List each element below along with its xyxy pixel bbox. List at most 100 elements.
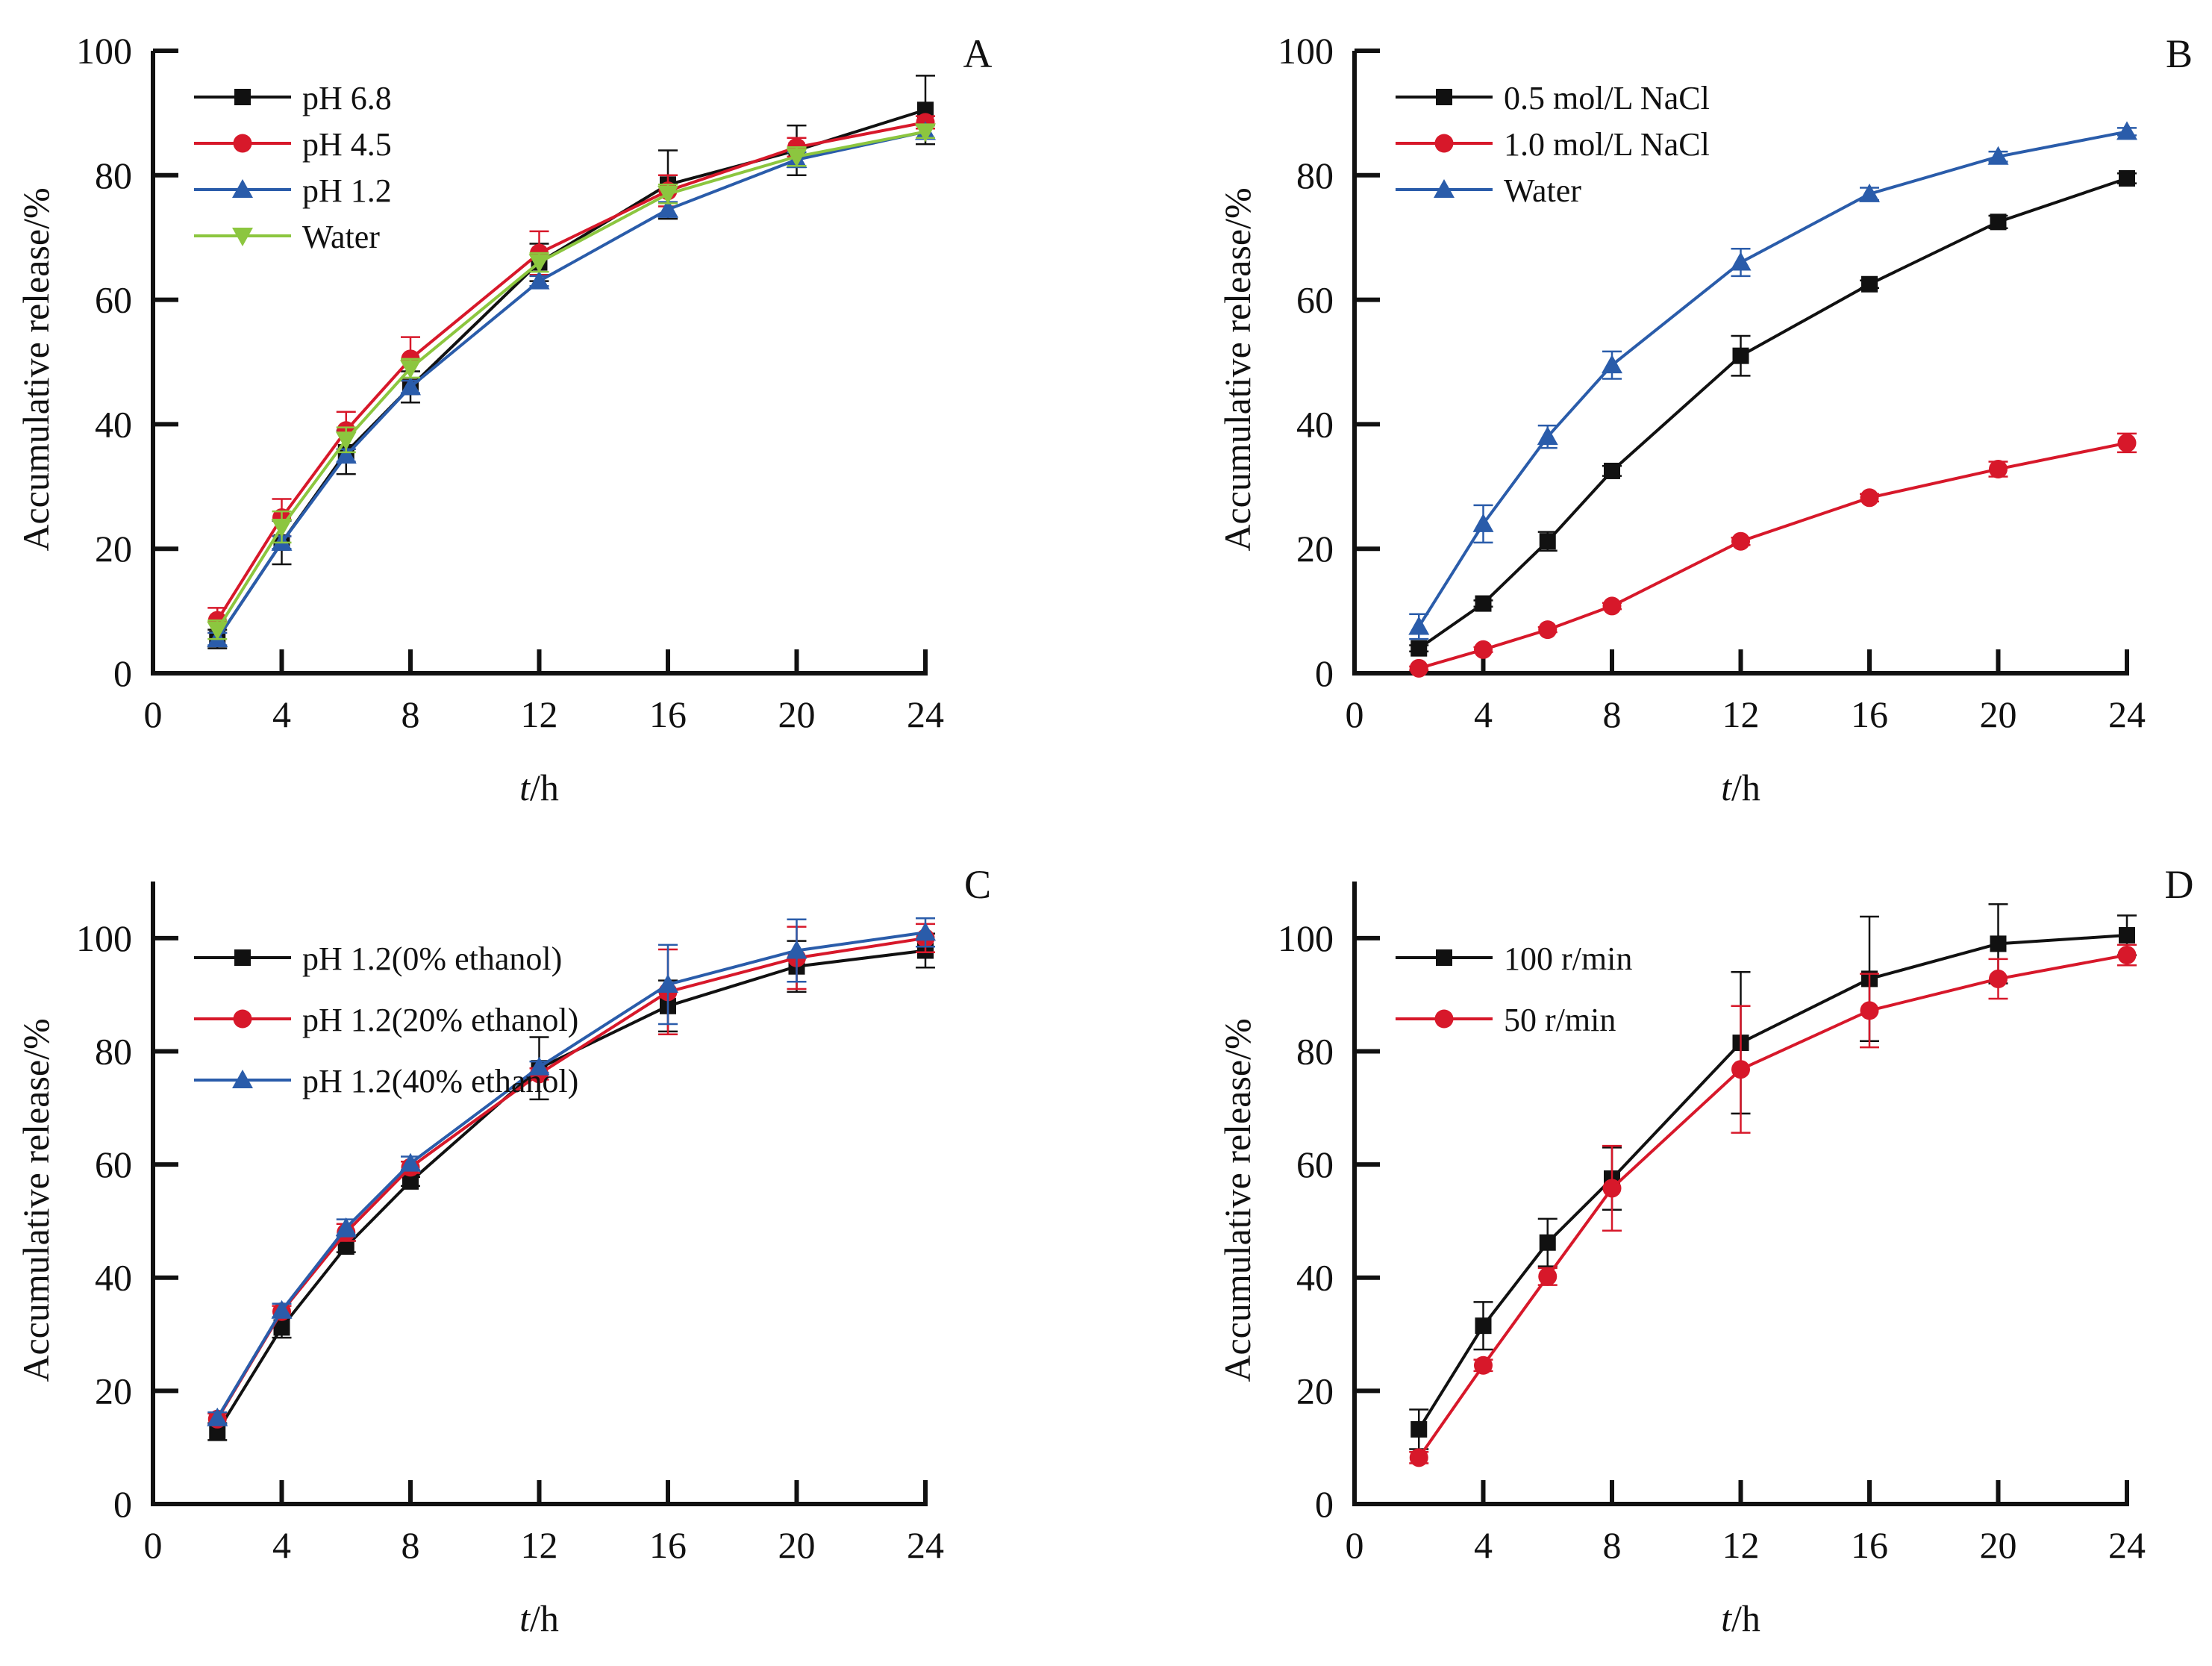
- series-line: [1417, 130, 2128, 628]
- x-axis-title-italic: t: [1721, 767, 1732, 808]
- x-axis-title-italic: t: [1721, 1597, 1732, 1639]
- legend-marker-square-icon: [234, 89, 251, 105]
- x-tick-label: 12: [521, 693, 558, 735]
- x-tick-label: 0: [144, 1524, 163, 1566]
- x-axis-title-italic: t: [519, 767, 531, 808]
- legend-marker-square-icon: [234, 949, 251, 966]
- y-tick-label: 60: [1296, 279, 1334, 321]
- y-tick-label: 20: [1296, 1370, 1334, 1411]
- data-point: [1604, 462, 1620, 479]
- x-tick-label: 16: [1851, 693, 1888, 735]
- x-tick-label: 16: [1851, 1524, 1888, 1566]
- x-axis-title: t/h: [519, 767, 559, 808]
- x-axis-title-unit: /h: [530, 1597, 559, 1639]
- legend-marker-circle-icon: [233, 1009, 252, 1029]
- legend-item: pH 1.2: [194, 172, 392, 209]
- y-tick-label: 40: [95, 1257, 132, 1299]
- legend-item: 50 r/min: [1396, 1002, 1616, 1038]
- y-tick-label: 80: [1296, 1030, 1334, 1072]
- data-point: [528, 254, 550, 273]
- x-axis-title: t/h: [1721, 1597, 1760, 1639]
- legend-marker-circle-icon: [233, 134, 252, 153]
- data-point: [1987, 146, 2009, 165]
- y-tick-label: 40: [1296, 403, 1334, 445]
- y-tick-label: 80: [1296, 155, 1334, 196]
- x-tick-label: 0: [1346, 1524, 1364, 1566]
- x-tick-label: 12: [1722, 693, 1760, 735]
- y-tick-label: 20: [95, 528, 132, 570]
- data-point: [400, 376, 421, 396]
- data-point: [657, 185, 678, 205]
- legend-marker-square-icon: [1436, 949, 1452, 966]
- data-point: [1732, 347, 1749, 364]
- panel-b: 0 20 40 60 80 100 0 4 8 12 16 20 24 t/h Accumulative r…: [1216, 30, 2193, 808]
- x-tick-label: 12: [521, 1524, 558, 1566]
- panel-d: 0 20 40 60 80 100 0 4 8 12 16 20 24 t/h Accumulative r…: [1216, 862, 2194, 1639]
- data-point: [2117, 433, 2137, 452]
- data-point: [1475, 1317, 1492, 1335]
- x-tick-label: 24: [2108, 693, 2146, 735]
- series-line: [1417, 953, 2128, 1458]
- legend-item: Water: [194, 219, 380, 255]
- data-point: [335, 445, 357, 464]
- data-point: [2119, 927, 2135, 944]
- x-tick-label: 4: [272, 1524, 291, 1566]
- y-tick-label: 0: [1315, 652, 1334, 694]
- data-point: [1408, 616, 1430, 635]
- x-tick-label: 16: [649, 693, 687, 735]
- series-line: [216, 130, 926, 631]
- legend-label: pH 1.2(0% ethanol): [302, 940, 562, 977]
- x-tick-label: 12: [1722, 1524, 1760, 1566]
- x-axis-title-unit: /h: [530, 767, 559, 808]
- legend-label: 100 r/min: [1504, 940, 1632, 977]
- legend-item: 100 r/min: [1396, 940, 1632, 977]
- series-line: [216, 931, 926, 1419]
- data-point: [528, 270, 550, 290]
- legend-marker-triangle-down-icon: [232, 228, 253, 246]
- legend-item: pH 4.5: [194, 126, 392, 163]
- y-tick-label: 60: [1296, 1144, 1334, 1185]
- data-point: [402, 1173, 419, 1190]
- series-water: [1408, 121, 2137, 640]
- data-point: [335, 431, 357, 451]
- series-line: [1418, 177, 2128, 650]
- legend-label: pH 6.8: [302, 80, 392, 116]
- x-tick-label: 16: [649, 1524, 687, 1566]
- data-point: [1731, 1060, 1750, 1079]
- y-tick-label: 0: [1315, 1483, 1334, 1525]
- series-water: [207, 123, 936, 640]
- data-point: [2117, 946, 2137, 965]
- legend-marker-circle-icon: [1434, 134, 1454, 153]
- legend-label: 0.5 mol/L NaCl: [1504, 80, 1710, 116]
- y-tick-label: 80: [95, 155, 132, 196]
- x-tick-label: 8: [1603, 1524, 1622, 1566]
- x-axis-title-unit: /h: [1731, 767, 1760, 808]
- data-point: [1731, 531, 1750, 551]
- data-point: [207, 621, 228, 640]
- data-point: [786, 940, 807, 959]
- data-point: [1860, 488, 1879, 508]
- data-point: [1472, 513, 1494, 532]
- x-tick-label: 8: [402, 1524, 420, 1566]
- panel-letter: C: [964, 862, 991, 907]
- legend-item: pH 1.2(0% ethanol): [194, 940, 562, 977]
- legend-marker-triangle-up-icon: [1434, 179, 1455, 198]
- x-tick-label: 8: [402, 693, 420, 735]
- legend-label: Water: [302, 219, 380, 255]
- data-point: [1539, 1234, 1556, 1251]
- x-axis-title-italic: t: [519, 1597, 531, 1639]
- legend-label: Water: [1504, 172, 1581, 209]
- series-100-r-min: [1409, 903, 2137, 1450]
- legend-label: pH 1.2: [302, 172, 392, 209]
- y-tick-label: 40: [1296, 1257, 1334, 1299]
- y-tick-label: 40: [95, 403, 132, 445]
- panel-letter: A: [963, 31, 993, 76]
- panel-letter: B: [2166, 31, 2193, 76]
- x-tick-label: 0: [1346, 693, 1364, 735]
- legend-item: pH 1.2(20% ethanol): [194, 1002, 578, 1038]
- data-point: [1409, 658, 1428, 678]
- data-point: [1602, 1179, 1622, 1198]
- data-point: [1538, 620, 1558, 640]
- legend-marker-triangle-up-icon: [232, 1070, 253, 1088]
